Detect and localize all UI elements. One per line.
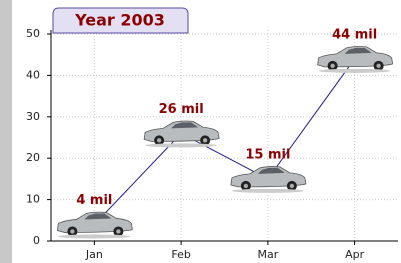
y-tick-label: 20 — [26, 151, 40, 164]
data-label: 15 mil — [245, 147, 290, 162]
data-label: 4 mil — [76, 193, 112, 208]
data-label: 44 mil — [332, 27, 377, 42]
y-tick-label: 50 — [26, 27, 40, 40]
y-tick-label: 40 — [26, 68, 40, 81]
x-tick-label: Apr — [345, 248, 365, 261]
chart: Year 2003 0 10 20 30 40 50 Jan Feb Mar Apr 4 mil 26… — [0, 0, 401, 263]
x-tick-label: Feb — [171, 248, 190, 261]
left-frame — [0, 0, 12, 263]
x-tick-label: Mar — [257, 248, 278, 261]
y-tick-label: 10 — [26, 193, 40, 206]
y-tick-label: 0 — [33, 234, 40, 247]
x-tick-label: Jan — [85, 248, 103, 261]
data-label: 26 mil — [159, 102, 204, 117]
page: Year 2003 0 10 20 30 40 50 Jan Feb Mar Apr 4 mil 26… — [0, 0, 401, 263]
chart-title: Year 2003 — [74, 11, 165, 30]
y-tick-label: 30 — [26, 110, 40, 123]
